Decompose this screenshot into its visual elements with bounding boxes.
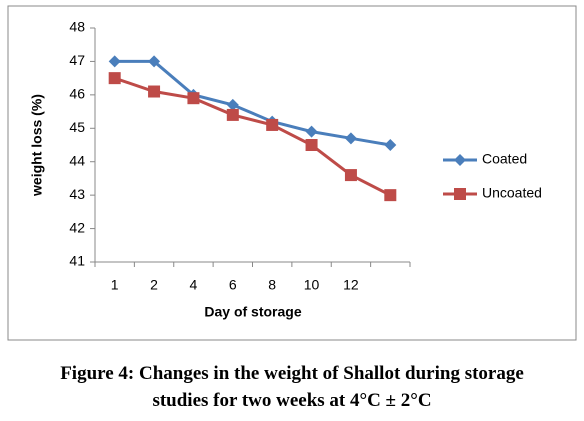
figure-caption: Figure 4: Changes in the weight of Shall… — [60, 363, 524, 411]
x-tick-label: 4 — [190, 277, 198, 293]
chart-frame — [7, 5, 577, 341]
marker — [305, 139, 318, 151]
y-axis-label: weight loss (%) — [29, 94, 45, 197]
marker — [384, 189, 397, 202]
marker — [108, 72, 121, 85]
x-tick-label: 2 — [150, 277, 158, 293]
series-line — [114, 76, 391, 197]
y-tick-label: 44 — [69, 152, 85, 168]
marker — [344, 169, 357, 182]
legend-label: Coated — [482, 151, 527, 167]
y-tick-label: 46 — [69, 86, 85, 102]
y-tick-label: 43 — [69, 186, 85, 202]
x-tick-label: 10 — [304, 277, 320, 293]
y-tick-label: 48 — [69, 19, 85, 35]
x-tick-label: 6 — [229, 277, 237, 293]
marker — [226, 98, 239, 111]
marker — [384, 139, 397, 151]
x-tick-label: 12 — [343, 277, 359, 293]
marker — [226, 108, 239, 121]
x-tick-label: 8 — [268, 277, 276, 293]
marker — [266, 118, 279, 131]
chart: weight loss (%) Day of storage 414243444… — [7, 5, 577, 341]
y-tick-label: 41 — [69, 253, 85, 269]
marker — [305, 125, 318, 138]
y-tick-label: 42 — [69, 219, 85, 235]
legend-label: Uncoated — [482, 185, 542, 201]
marker — [148, 55, 161, 68]
marker — [454, 154, 466, 166]
y-tick-label: 47 — [69, 52, 85, 68]
x-tick-label: 1 — [111, 277, 119, 293]
series-line — [114, 59, 391, 147]
marker — [454, 188, 466, 200]
marker — [187, 92, 200, 105]
marker — [148, 85, 161, 98]
marker — [108, 55, 121, 68]
marker — [344, 132, 357, 145]
y-tick-label: 45 — [69, 119, 85, 135]
x-axis-label: Day of storage — [204, 304, 301, 320]
